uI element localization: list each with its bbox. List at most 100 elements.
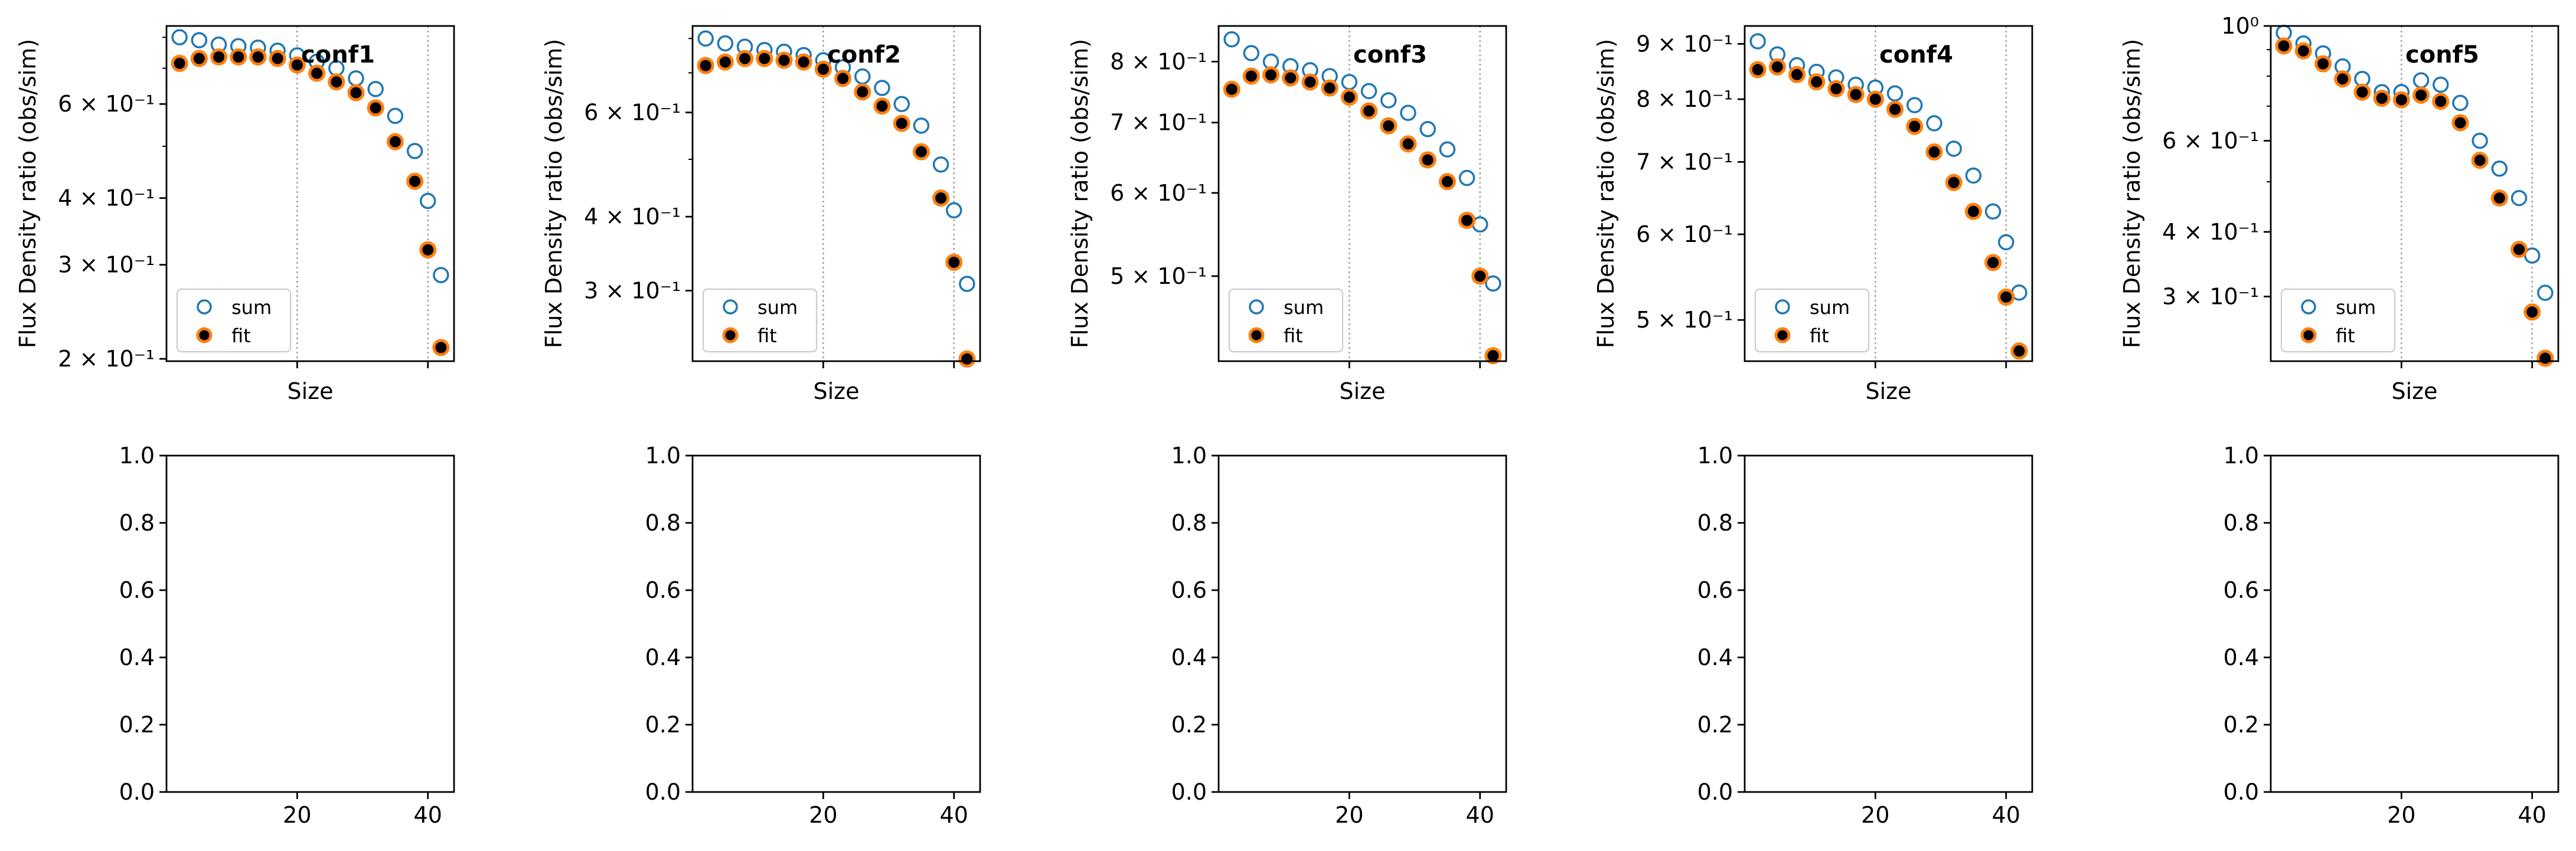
sum-point xyxy=(854,68,871,85)
fit-point xyxy=(1242,67,1260,85)
x-axis-label: Size xyxy=(1865,378,1911,404)
y-tick-label: 0.2 xyxy=(1171,712,1207,738)
fit-point xyxy=(775,51,793,69)
fit-point xyxy=(1847,86,1865,103)
legend-fit-marker xyxy=(2300,327,2317,343)
y-tick-label: 4 × 10⁻¹ xyxy=(58,185,155,211)
legend-sum-marker xyxy=(197,299,212,315)
legend-sum-label: sum xyxy=(231,296,272,319)
fit-point xyxy=(386,133,404,150)
fit-point xyxy=(171,54,188,72)
fit-point xyxy=(1438,173,1456,191)
subplot-title: conf4 xyxy=(1879,41,1953,68)
y-tick-label: 6 × 10⁻¹ xyxy=(584,100,681,126)
x-axis-label: Size xyxy=(813,378,859,404)
fit-point xyxy=(2275,37,2293,55)
fit-point xyxy=(1282,69,1300,87)
legend-sum-marker xyxy=(723,299,738,315)
fit-point xyxy=(2490,189,2508,207)
fit-point xyxy=(347,84,365,102)
fit-point xyxy=(1262,66,1280,84)
legend-fit-label: fit xyxy=(2336,325,2355,347)
fit-point xyxy=(2373,89,2391,107)
fit-point xyxy=(1380,117,1398,135)
fit-point xyxy=(697,57,714,74)
subplot-5: 3 × 10⁻¹ 4 × 10⁻¹ 6 × 10⁻¹ 10⁰ conf5 Size Flux… xyxy=(2119,13,2559,404)
fit-point xyxy=(2451,114,2469,132)
fit-point xyxy=(1945,174,1963,191)
axes-frame xyxy=(2270,25,2559,362)
sum-point xyxy=(433,267,449,283)
y-tick-label: 0.6 xyxy=(2224,577,2259,603)
fit-point xyxy=(834,70,852,87)
fit-point xyxy=(2353,83,2371,101)
sum-point xyxy=(2452,94,2469,112)
fit-point xyxy=(1827,80,1845,97)
y-tick-label: 0.0 xyxy=(119,779,155,805)
fit-point xyxy=(2010,342,2028,360)
fit-point xyxy=(1886,100,1904,118)
fit-point xyxy=(736,50,754,67)
subplot-title: conf3 xyxy=(1353,41,1427,68)
fit-point xyxy=(854,83,871,101)
fit-point xyxy=(210,48,228,66)
fit-point xyxy=(1458,211,1476,229)
y-tick-label: 0.0 xyxy=(2224,779,2259,805)
y-tick-label: 1.0 xyxy=(1697,443,1733,469)
fit-point xyxy=(367,99,384,117)
sum-point xyxy=(387,107,404,125)
fit-point xyxy=(945,253,963,271)
fit-point xyxy=(1419,151,1436,169)
fit-point xyxy=(1964,202,1982,220)
y-tick-label: 6 × 10⁻¹ xyxy=(1636,221,1733,247)
sum-point xyxy=(874,80,890,96)
legend-fit-label: fit xyxy=(758,325,777,347)
fit-point xyxy=(1301,73,1319,91)
fit-point xyxy=(249,48,267,66)
sum-point xyxy=(419,192,436,210)
sum-point xyxy=(1886,85,1904,102)
fit-point xyxy=(308,64,326,82)
sum-point xyxy=(367,81,384,97)
subplot-9: 20 40 0.0 0.2 0.4 0.6 0.8 1.0 xyxy=(1697,443,2033,828)
y-tick-label: 0.0 xyxy=(1171,779,1207,805)
y-tick-label: 3 × 10⁻¹ xyxy=(58,252,155,278)
x-axis-label: Size xyxy=(2391,378,2437,404)
fit-point xyxy=(1984,254,2002,271)
sum-point xyxy=(932,156,949,173)
axes-frame xyxy=(165,25,455,362)
y-axis-label: Flux Density ratio (obs/sim) xyxy=(541,39,567,348)
fit-point xyxy=(230,48,247,66)
y-tick-label: 6 × 10⁻¹ xyxy=(2162,128,2259,154)
fit-point xyxy=(406,172,424,190)
legend-fit-label: fit xyxy=(1810,325,1829,347)
y-tick-label: 5 × 10⁻¹ xyxy=(1110,263,1207,289)
sum-point xyxy=(1458,169,1475,186)
sum-point xyxy=(1997,234,2015,251)
legend-fit-label: fit xyxy=(1284,325,1303,347)
fit-point xyxy=(958,350,976,368)
sum-point xyxy=(2491,161,2508,177)
axes-frame xyxy=(691,454,981,793)
sum-point xyxy=(945,202,962,219)
y-tick-label: 0.0 xyxy=(1697,779,1733,805)
fit-point xyxy=(795,53,812,71)
legend-sum-label: sum xyxy=(758,296,798,319)
y-tick-label: 0.2 xyxy=(1697,712,1733,738)
fit-point xyxy=(2523,303,2541,321)
axes-frame xyxy=(165,454,455,793)
sum-point xyxy=(406,143,423,159)
legend-fit-marker xyxy=(1774,327,1791,343)
sum-point xyxy=(2537,284,2554,301)
fit-point xyxy=(2392,91,2410,109)
fit-point xyxy=(1866,90,1884,108)
sum-point xyxy=(171,29,188,45)
fit-point xyxy=(1925,143,1943,161)
y-axis-label: Flux Density ratio (obs/sim) xyxy=(1593,39,1619,348)
fit-point xyxy=(2432,93,2450,110)
fit-point xyxy=(190,50,208,67)
y-axis-label: Flux Density ratio (obs/sim) xyxy=(1067,39,1093,348)
y-tick-label: 6 × 10⁻¹ xyxy=(1110,180,1207,206)
fit-point xyxy=(1321,79,1338,97)
